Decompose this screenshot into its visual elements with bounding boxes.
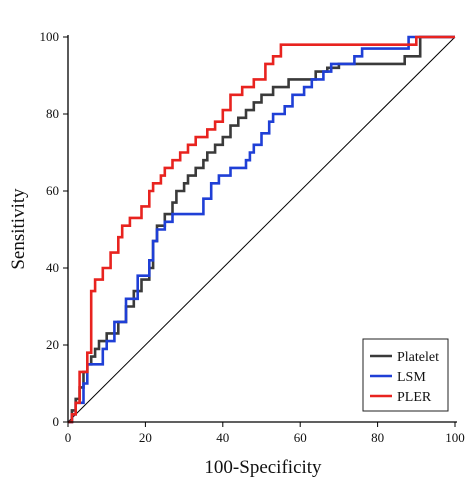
x-axis-title: 100-Specificity [204,457,322,478]
x-tick-label: 80 [371,430,384,445]
legend-label-lsm: LSM [397,370,426,385]
x-tick-label: 20 [139,430,152,445]
y-tick-label: 40 [46,260,59,275]
ticks-layer: 0 20 40 60 80 100 0 20 40 60 80 100 [40,29,465,445]
y-tick-label: 0 [53,414,60,429]
axes-layer [67,35,457,423]
legend-box [362,338,449,412]
y-tick-label: 80 [46,106,59,121]
y-tick-label: 60 [46,183,59,198]
x-tick-label: 40 [216,430,229,445]
series-line-platelet [68,35,455,424]
x-tick-label: 0 [65,430,72,445]
y-axis-title: Sensitivity [8,188,29,270]
series-layer [68,35,455,424]
legend-label-pler: PLER [397,390,432,405]
series-line-pler [68,35,455,424]
y-tick-label: 20 [46,337,59,352]
legend-label-platelet: Platelet [397,350,439,365]
reference-diagonal-line [67,36,456,423]
reference-layer [67,36,456,423]
x-tick-label: 60 [294,430,307,445]
y-tick-label: 100 [40,29,60,44]
series-line-lsm [68,35,455,424]
x-tick-label: 100 [445,430,465,445]
legend: Platelet LSM PLER [362,338,449,412]
